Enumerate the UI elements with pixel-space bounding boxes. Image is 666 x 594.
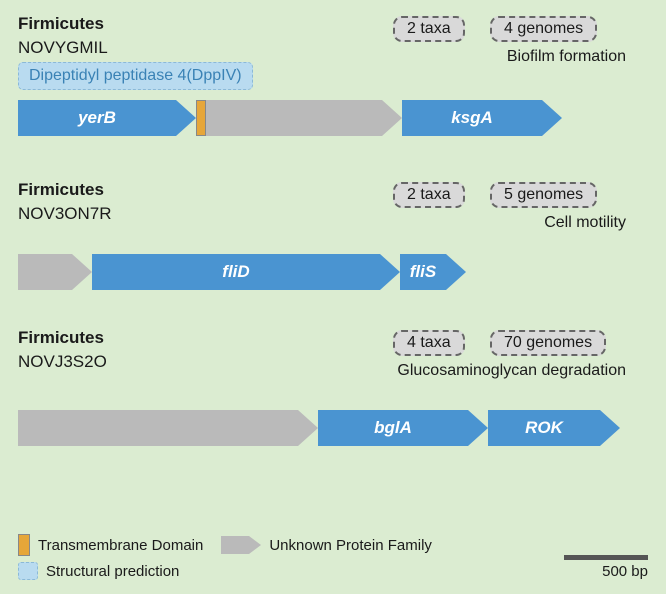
gene-track: bglA ROK — [18, 410, 648, 450]
taxa-badge: 2 taxa — [393, 182, 465, 208]
section-1: Firmicutes NOVYGMIL 2 taxa 4 genomes Bio… — [18, 14, 648, 180]
gene-label: bglA — [318, 410, 468, 446]
legend: Transmembrane Domain Unknown Protein Fam… — [18, 528, 648, 580]
scale-bar-label: 500 bp — [564, 563, 648, 580]
scale-bar-line — [564, 555, 648, 560]
genomes-badge: 70 genomes — [490, 330, 606, 356]
unknown-arrow-icon — [221, 536, 261, 554]
function-label: Glucosaminoglycan degradation — [397, 362, 626, 380]
legend-structural-label: Structural prediction — [46, 563, 179, 580]
gene-yerB: yerB — [18, 100, 196, 136]
legend-unknown-label: Unknown Protein Family — [269, 537, 432, 554]
gene-label: ROK — [488, 410, 600, 446]
gene-unknown — [196, 100, 402, 136]
scale-bar: 500 bp — [564, 555, 648, 580]
genomes-badge: 4 genomes — [490, 16, 597, 42]
figure-panel: Firmicutes NOVYGMIL 2 taxa 4 genomes Bio… — [0, 0, 666, 594]
tm-swatch-icon — [18, 534, 30, 556]
gene-bglA: bglA — [318, 410, 488, 446]
gene-fliS: fliS — [400, 254, 466, 290]
gene-label — [196, 100, 382, 136]
legend-tm-label: Transmembrane Domain — [38, 537, 203, 554]
function-label: Cell motility — [544, 214, 626, 232]
section-3: Firmicutes NOVJ3S2O 4 taxa 70 genomes Gl… — [18, 328, 648, 478]
section-2: Firmicutes NOV3ON7R 2 taxa 5 genomes Cel… — [18, 180, 648, 328]
gene-label — [18, 410, 298, 446]
legend-unknown: Unknown Protein Family — [221, 536, 432, 554]
gene-label: ksgA — [402, 100, 542, 136]
gene-unknown — [18, 254, 92, 290]
gene-label — [18, 254, 72, 290]
structural-prediction: Dipeptidyl peptidase 4(DppIV) — [18, 62, 253, 90]
legend-structural: Structural prediction — [18, 562, 179, 580]
gene-label: fliD — [92, 254, 380, 290]
legend-tm: Transmembrane Domain — [18, 534, 203, 556]
gene-fliD: fliD — [92, 254, 400, 290]
gene-unknown — [18, 410, 318, 446]
gene-ROK: ROK — [488, 410, 620, 446]
gene-track: fliD fliS — [18, 254, 648, 294]
gene-label: yerB — [18, 100, 176, 136]
gene-ksgA: ksgA — [402, 100, 562, 136]
structural-swatch-icon — [18, 562, 38, 580]
gene-label: fliS — [400, 254, 446, 290]
gene-track: yerB ksgA — [18, 100, 648, 140]
taxa-badge: 4 taxa — [393, 330, 465, 356]
function-label: Biofilm formation — [507, 48, 626, 66]
taxa-badge: 2 taxa — [393, 16, 465, 42]
genomes-badge: 5 genomes — [490, 182, 597, 208]
transmembrane-domain-icon — [196, 100, 206, 136]
